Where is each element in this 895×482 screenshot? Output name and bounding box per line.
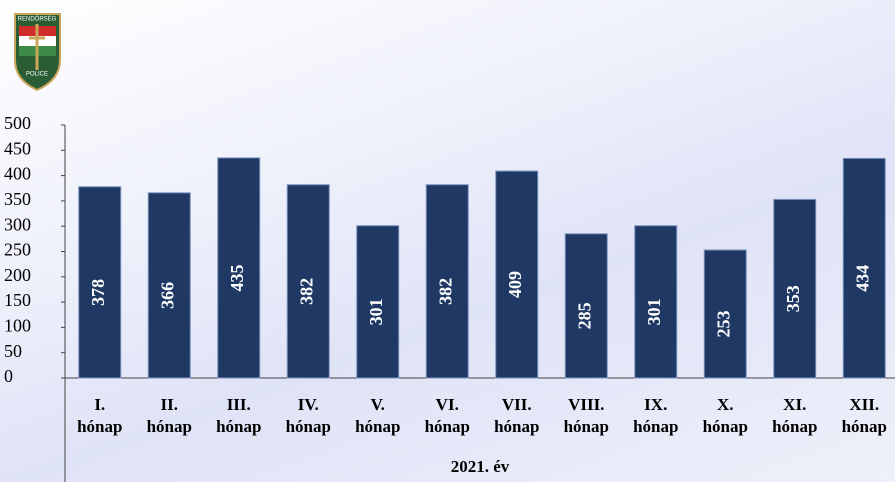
x-tick-label: VIII. hónap — [563, 395, 609, 436]
x-tick-label: III. hónap — [216, 395, 262, 436]
x-tick-label: VII. hónap — [494, 395, 540, 436]
bar — [147, 192, 191, 379]
bar — [773, 198, 817, 379]
bar — [356, 225, 400, 379]
x-tick-label: IX. hónap — [633, 395, 679, 436]
y-tick-label: 500 — [4, 113, 31, 133]
x-tick-label: IV. hónap — [285, 395, 331, 436]
value-label: 382 — [435, 278, 455, 305]
value-label: 366 — [157, 282, 177, 309]
y-tick-label: 50 — [4, 341, 22, 361]
x-tick-label: I. hónap — [77, 395, 123, 436]
bar — [842, 157, 886, 379]
bar — [564, 233, 608, 379]
y-tick-label: 400 — [4, 164, 31, 184]
logo: RENDŐRSÉG POLICE — [14, 13, 61, 92]
value-label: 435 — [227, 264, 247, 291]
x-axis-title: 2021. év — [451, 457, 510, 476]
bar — [425, 184, 469, 379]
x-tick-label: II. hónap — [146, 395, 192, 436]
x-tick-label: X. hónap — [702, 395, 748, 436]
value-label: 301 — [366, 298, 386, 325]
value-label: 301 — [644, 298, 664, 325]
value-label: 434 — [852, 265, 872, 292]
x-tick-label: V. hónap — [355, 395, 401, 436]
bar — [634, 225, 678, 379]
y-tick-label: 100 — [4, 316, 31, 336]
y-tick-label: 300 — [4, 214, 31, 234]
bar — [78, 186, 122, 379]
y-tick-label: 200 — [4, 265, 31, 285]
value-label: 253 — [713, 310, 733, 337]
x-tick-label: XI. hónap — [772, 395, 818, 436]
y-tick-label: 250 — [4, 240, 31, 260]
y-tick-label: 0 — [4, 366, 13, 386]
bar — [217, 157, 261, 379]
bar — [286, 184, 330, 379]
y-tick-label: 450 — [4, 138, 31, 158]
bar — [495, 170, 539, 379]
value-label: 353 — [783, 285, 803, 312]
x-tick-label: XII. hónap — [841, 395, 887, 436]
value-label: 378 — [88, 279, 108, 306]
value-label: 409 — [505, 271, 525, 298]
bar — [703, 249, 747, 379]
value-label: 285 — [574, 302, 594, 329]
logo-bottom-text: POLICE — [26, 72, 48, 78]
logo-top-text: RENDŐRSÉG — [18, 16, 57, 23]
value-label: 382 — [296, 278, 316, 305]
y-tick-label: 350 — [4, 189, 31, 209]
x-tick-label: VI. hónap — [424, 395, 470, 436]
y-tick-label: 150 — [4, 290, 31, 310]
